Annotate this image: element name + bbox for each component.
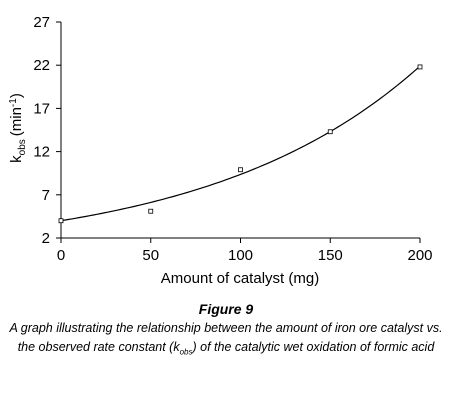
figure-caption: Figure 9 A graph illustrating the relati…: [6, 300, 446, 357]
y-tick-label: 17: [33, 100, 50, 117]
data-point: [148, 208, 154, 214]
x-axis-title: Amount of catalyst (mg): [161, 270, 319, 287]
data-point: [58, 218, 64, 224]
y-axis-title-sub: obs: [17, 139, 28, 155]
data-point: [417, 64, 423, 70]
y-axis-title-sup: -1: [8, 98, 19, 107]
y-axis-title-unit: (min: [8, 107, 25, 136]
y-tick-label: 27: [33, 14, 50, 31]
data-point: [327, 129, 333, 135]
figure-description: A graph illustrating the relationship be…: [6, 319, 446, 357]
caption-text-before: A graph illustrating the relationship be…: [9, 321, 443, 354]
x-tick-label: 50: [142, 247, 159, 264]
trendline: [60, 65, 421, 222]
y-axis-title-close: ): [8, 93, 25, 98]
x-tick-label: 200: [407, 247, 432, 264]
data-point: [238, 167, 243, 173]
y-axis-title-main: k: [8, 155, 25, 163]
y-tick-label: 12: [33, 144, 50, 161]
caption-text-sub: obs: [179, 347, 193, 357]
y-tick-label: 7: [42, 187, 50, 204]
y-tick-label: 22: [33, 57, 50, 74]
x-tick-label: 100: [228, 247, 253, 264]
x-tick-label: 150: [318, 247, 343, 264]
x-axis-ticks: 0 50 100 150 200: [57, 238, 433, 264]
caption-text-after: ) of the catalytic wet oxidation of form…: [192, 340, 435, 354]
y-tick-label: 2: [42, 230, 50, 247]
figure-label: Figure 9: [198, 301, 254, 317]
y-axis-title: kobs (min-1): [8, 93, 28, 163]
x-tick-label: 0: [57, 247, 65, 264]
data-points: [58, 64, 423, 224]
